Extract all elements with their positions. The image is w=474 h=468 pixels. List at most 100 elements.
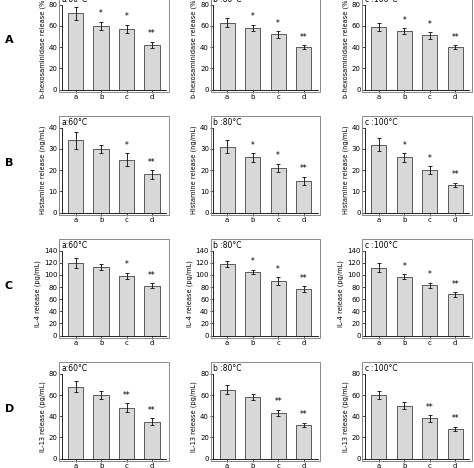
Bar — [447, 185, 463, 212]
Bar — [245, 272, 260, 336]
Text: *: * — [276, 151, 280, 161]
Text: **: ** — [148, 406, 156, 415]
Bar — [68, 13, 83, 89]
Text: *: * — [428, 271, 432, 279]
Bar — [371, 268, 386, 336]
Bar — [271, 281, 286, 336]
Bar — [296, 181, 311, 212]
Bar — [447, 47, 463, 89]
Bar — [271, 34, 286, 89]
Bar — [397, 277, 412, 336]
Bar — [219, 264, 235, 336]
Text: **: ** — [451, 279, 459, 289]
Text: a:60°C: a:60°C — [62, 241, 88, 250]
Bar — [371, 395, 386, 459]
Y-axis label: IL-13 release (pg/mL): IL-13 release (pg/mL) — [191, 381, 197, 452]
Text: D: D — [5, 404, 14, 414]
Bar — [397, 31, 412, 89]
Bar — [145, 175, 160, 212]
Text: **: ** — [300, 273, 308, 283]
Text: *: * — [251, 257, 255, 266]
Bar — [245, 28, 260, 89]
Text: c :100°C: c :100°C — [365, 118, 397, 127]
Y-axis label: IL-4 release (pg/mL): IL-4 release (pg/mL) — [186, 260, 193, 327]
Text: **: ** — [300, 33, 308, 42]
Text: b :80°C: b :80°C — [213, 364, 242, 373]
Bar — [371, 27, 386, 89]
Text: *: * — [125, 141, 128, 150]
Text: *: * — [428, 20, 432, 29]
Text: *: * — [251, 141, 255, 150]
Text: *: * — [276, 265, 280, 274]
Bar — [145, 45, 160, 89]
Text: **: ** — [148, 271, 156, 280]
Text: c :100°C: c :100°C — [365, 0, 397, 4]
Bar — [397, 406, 412, 459]
Text: b :80°C: b :80°C — [213, 241, 242, 250]
Bar — [68, 263, 83, 336]
Bar — [68, 140, 83, 212]
Text: c :100°C: c :100°C — [365, 241, 397, 250]
Bar — [93, 149, 109, 212]
Text: a:60°C: a:60°C — [62, 0, 88, 4]
Text: c :100°C: c :100°C — [365, 364, 397, 373]
Text: **: ** — [123, 391, 130, 400]
Bar — [447, 429, 463, 459]
Y-axis label: b-hexosaminidase release (%): b-hexosaminidase release (%) — [342, 0, 349, 98]
Bar — [296, 47, 311, 89]
Text: *: * — [402, 262, 406, 271]
Bar — [271, 413, 286, 459]
Y-axis label: IL-13 release (pg/mL): IL-13 release (pg/mL) — [342, 381, 349, 452]
Bar — [119, 276, 134, 336]
Bar — [447, 294, 463, 336]
Text: C: C — [5, 281, 13, 291]
Bar — [68, 387, 83, 459]
Text: **: ** — [300, 164, 308, 173]
Bar — [271, 168, 286, 212]
Bar — [219, 147, 235, 212]
Y-axis label: Histamine release (ng/mL): Histamine release (ng/mL) — [342, 126, 349, 214]
Bar — [422, 418, 438, 459]
Text: *: * — [125, 260, 128, 269]
Text: B: B — [5, 158, 13, 168]
Text: *: * — [402, 15, 406, 25]
Bar — [93, 395, 109, 459]
Text: *: * — [428, 154, 432, 162]
Y-axis label: Histamine release (ng/mL): Histamine release (ng/mL) — [191, 126, 197, 214]
Bar — [93, 267, 109, 336]
Text: *: * — [251, 13, 255, 22]
Y-axis label: IL-4 release (pg/mL): IL-4 release (pg/mL) — [35, 260, 41, 327]
Bar — [371, 145, 386, 212]
Text: **: ** — [451, 415, 459, 424]
Bar — [296, 424, 311, 459]
Text: **: ** — [451, 33, 459, 42]
Y-axis label: IL-4 release (pg/mL): IL-4 release (pg/mL) — [338, 260, 344, 327]
Bar — [219, 390, 235, 459]
Text: *: * — [276, 19, 280, 28]
Text: **: ** — [148, 29, 156, 38]
Bar — [119, 408, 134, 459]
Y-axis label: b-hexosaminidase release (%): b-hexosaminidase release (%) — [39, 0, 46, 98]
Text: *: * — [99, 9, 103, 18]
Y-axis label: b-hexosaminidase release (%): b-hexosaminidase release (%) — [191, 0, 197, 98]
Text: A: A — [5, 35, 13, 45]
Bar — [93, 26, 109, 89]
Bar — [119, 160, 134, 212]
Text: *: * — [125, 13, 128, 22]
Text: **: ** — [300, 410, 308, 419]
Bar — [119, 29, 134, 89]
Y-axis label: Histamine release (ng/mL): Histamine release (ng/mL) — [39, 126, 46, 214]
Bar — [296, 289, 311, 336]
Text: **: ** — [426, 403, 434, 412]
Bar — [219, 23, 235, 89]
Bar — [245, 157, 260, 212]
Text: a:60°C: a:60°C — [62, 118, 88, 127]
Text: a:60°C: a:60°C — [62, 364, 88, 373]
Text: b :80°C: b :80°C — [213, 0, 242, 4]
Text: b :80°C: b :80°C — [213, 118, 242, 127]
Bar — [145, 422, 160, 459]
Text: *: * — [402, 141, 406, 150]
Bar — [245, 397, 260, 459]
Text: **: ** — [274, 397, 282, 406]
Bar — [422, 170, 438, 212]
